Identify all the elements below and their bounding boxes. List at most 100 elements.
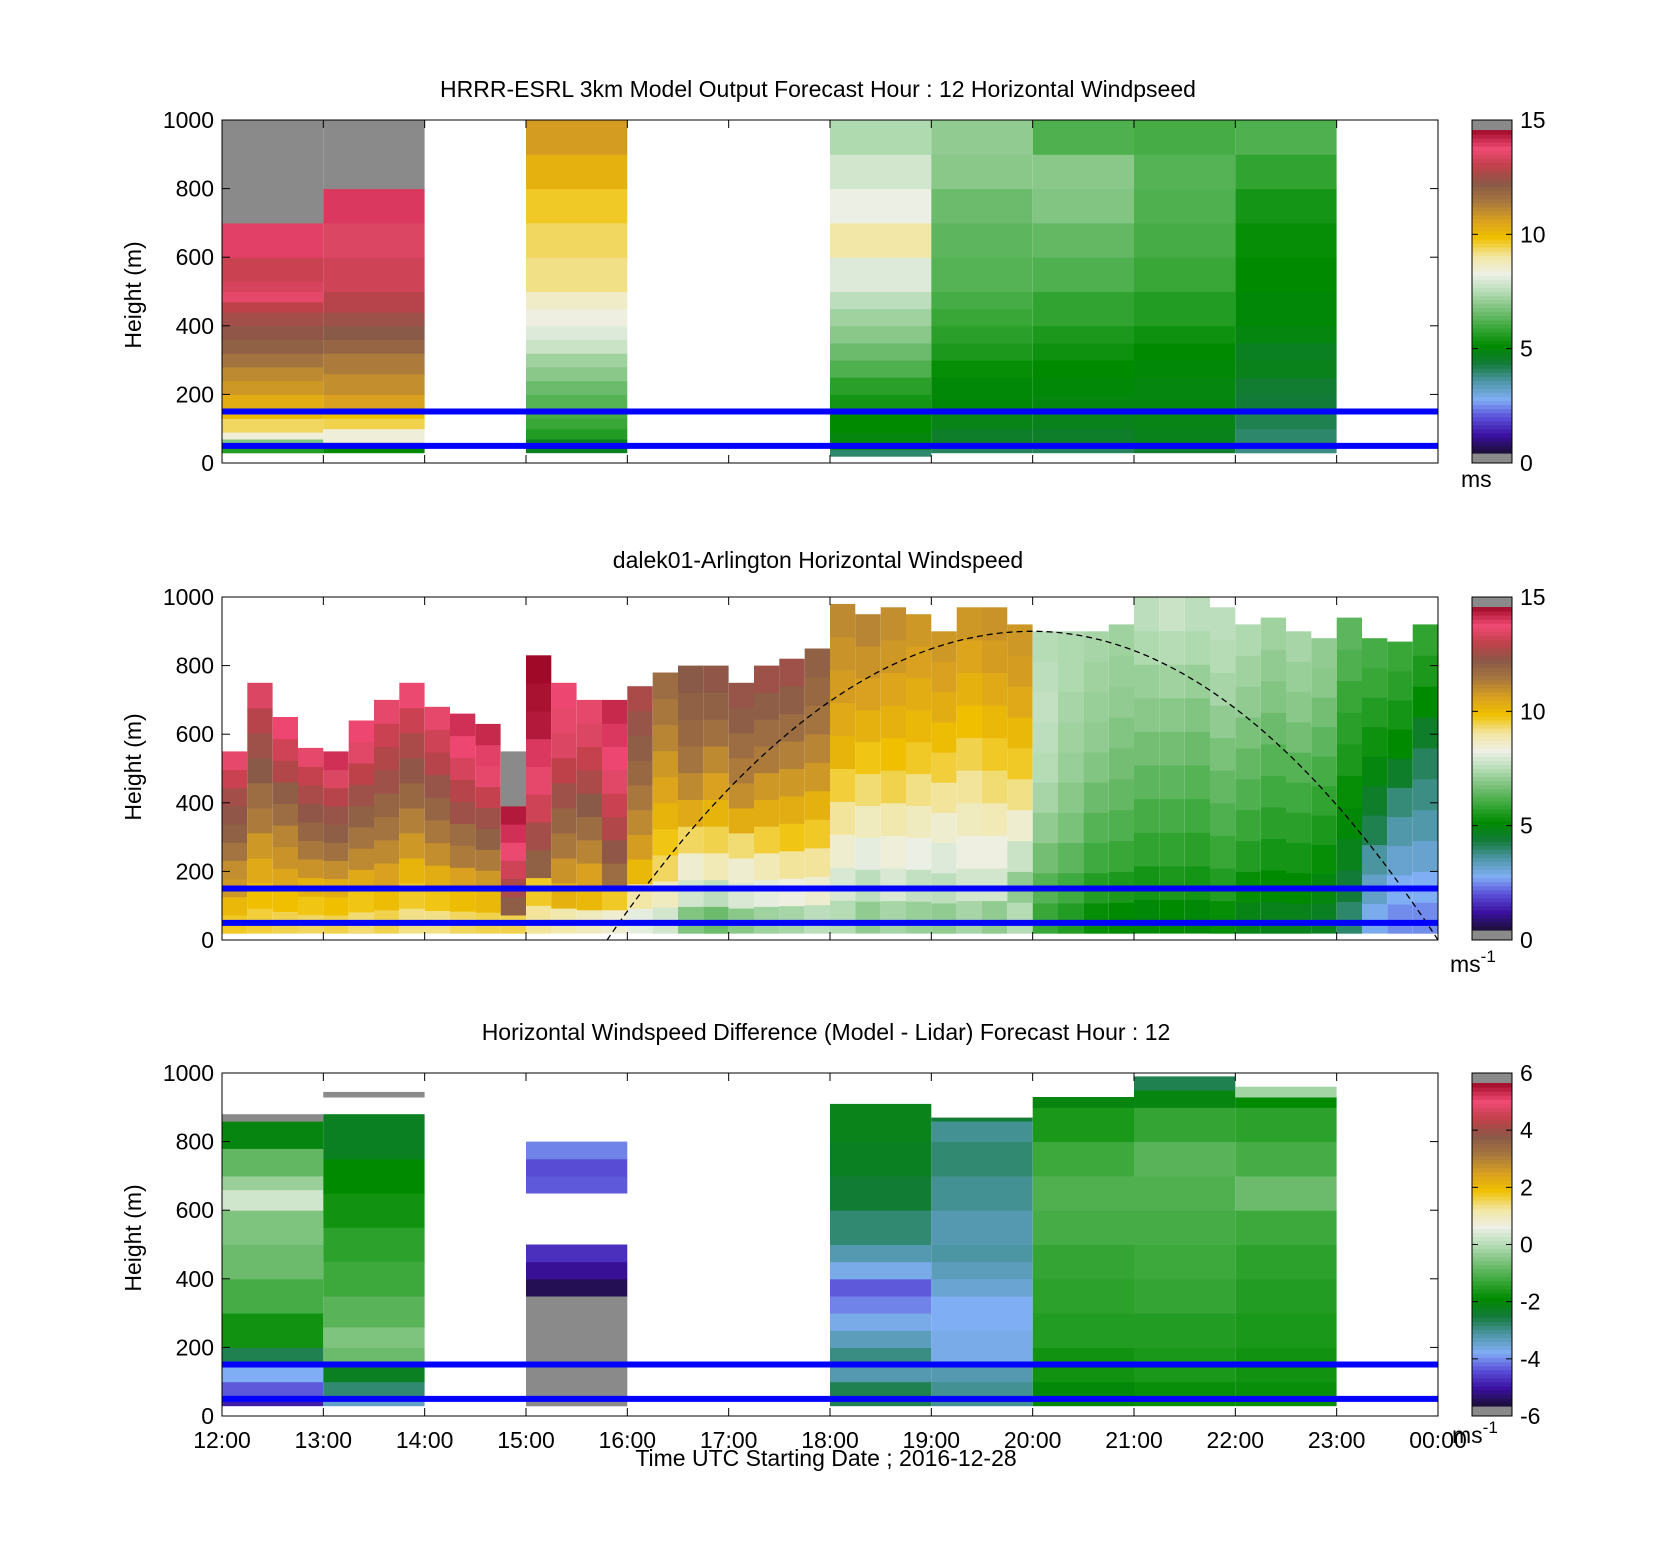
profile-cell	[956, 705, 982, 739]
heatmap-cell	[931, 1210, 1033, 1245]
colorbar-segment	[1472, 222, 1512, 228]
heatmap-cell	[323, 1364, 425, 1383]
profile-cell	[1134, 664, 1160, 699]
colorbar-segment	[1472, 917, 1512, 923]
colorbar-segment	[1472, 1167, 1512, 1173]
y-tick-label: 0	[201, 927, 214, 953]
colorbar-segment	[1472, 820, 1512, 826]
profile-cell	[1235, 686, 1261, 718]
colorbar-segment	[1472, 703, 1512, 709]
profile-cell	[906, 614, 932, 647]
heatmap-cell	[526, 353, 628, 368]
heatmap-cell	[222, 367, 324, 382]
profile-cell	[1007, 624, 1033, 656]
profile-cell	[1108, 655, 1134, 687]
heatmap-cell	[1032, 1313, 1134, 1348]
profile-cell	[678, 745, 704, 774]
heatmap-cell	[323, 418, 425, 430]
profile-cell	[450, 867, 476, 890]
colorbar-segment	[1472, 732, 1512, 737]
colorbar-segment	[1472, 1107, 1512, 1112]
heatmap-cell	[931, 325, 1033, 344]
profile-cell	[1260, 838, 1286, 871]
profile-cell	[602, 863, 628, 887]
profile-cell	[804, 676, 830, 706]
profile-cell	[1134, 798, 1160, 833]
profile-cell	[652, 881, 678, 908]
heatmap-cell	[830, 449, 932, 457]
colorbar-segment	[1472, 1292, 1512, 1298]
colorbar-segment	[1472, 1159, 1512, 1165]
colorbar-segment	[1472, 663, 1512, 669]
colorbar-segment	[1472, 800, 1512, 806]
colorbar-segment	[1472, 206, 1512, 212]
profile-cell	[374, 886, 400, 911]
profile-cell	[1336, 617, 1362, 650]
colorbar-segment	[1472, 1183, 1512, 1189]
profile-cell	[728, 782, 754, 809]
profile-cell	[424, 865, 450, 889]
profile-cell	[1311, 815, 1337, 846]
colorbar-segment	[1472, 1397, 1512, 1403]
heatmap-cell	[222, 1364, 324, 1383]
profile-cell	[374, 746, 400, 771]
y-tick-label: 400	[176, 1266, 214, 1292]
profile-cell	[500, 860, 526, 880]
profile-cell	[678, 665, 704, 693]
profile-cell	[779, 850, 805, 879]
colorbar-segment	[1472, 210, 1512, 216]
colorbar-segment	[1472, 1224, 1512, 1229]
colorbar-segment	[1472, 1373, 1512, 1379]
profile-cell	[222, 896, 248, 916]
profile-cell	[1286, 812, 1312, 844]
profile-cell	[576, 816, 602, 841]
profile-cell	[1336, 838, 1362, 871]
colorbar-segment	[1472, 881, 1512, 887]
heatmap-cell	[526, 1278, 628, 1297]
profile-cell	[1286, 842, 1312, 874]
profile-cell	[450, 889, 476, 912]
colorbar-segment	[1472, 873, 1512, 879]
colorbar-segment	[1472, 776, 1512, 782]
profile-cell	[1412, 686, 1438, 718]
profile-cell	[222, 824, 248, 843]
profile-cell	[1260, 649, 1286, 682]
heatmap-cell	[222, 312, 324, 327]
profile-cell	[1159, 765, 1185, 800]
colorbar-tick-label: 15	[1520, 107, 1546, 133]
profile-cell	[1210, 672, 1236, 706]
colorbar-segment	[1472, 198, 1512, 204]
colorbar-segment	[1472, 1099, 1512, 1104]
heatmap-cell	[1032, 291, 1134, 327]
profile-cell	[982, 705, 1008, 739]
colorbar-frame	[1471, 596, 1513, 941]
profile-cell	[247, 682, 273, 709]
heatmap-cell	[1032, 1107, 1134, 1143]
heatmap-cell	[1235, 360, 1337, 378]
colorbar-tick-label: 6	[1520, 1060, 1533, 1086]
heatmap-cell	[931, 1244, 1033, 1263]
heatmap-cell	[323, 1326, 425, 1348]
difference-panel-title: Horizontal Windspeed Difference (Model -…	[482, 1019, 1171, 1045]
difference-colorbar: -6 -4 -2 0 2 4 6	[1471, 1060, 1541, 1429]
profile-cell	[779, 878, 805, 907]
heatmap-cell	[323, 1114, 425, 1160]
heatmap-cell	[1134, 377, 1236, 413]
profile-cell	[1159, 832, 1185, 867]
colorbar-segment	[1472, 1163, 1512, 1169]
profile-cell	[1032, 752, 1058, 783]
profile-cell	[830, 669, 856, 704]
heatmap-cell	[1134, 1076, 1236, 1091]
profile-cell	[1412, 840, 1438, 872]
heatmap-cell	[1032, 342, 1134, 361]
heatmap-cell	[222, 445, 324, 454]
heatmap-cell	[830, 1103, 932, 1143]
profile-cell	[652, 854, 678, 882]
profile-cell	[1083, 812, 1109, 844]
y-tick-label: 800	[176, 653, 214, 679]
profile-cell	[1311, 844, 1337, 875]
profile-cell	[348, 826, 374, 849]
heatmap-cell	[1235, 445, 1337, 454]
profile-cell	[652, 672, 678, 700]
heatmap-cell	[830, 360, 932, 378]
